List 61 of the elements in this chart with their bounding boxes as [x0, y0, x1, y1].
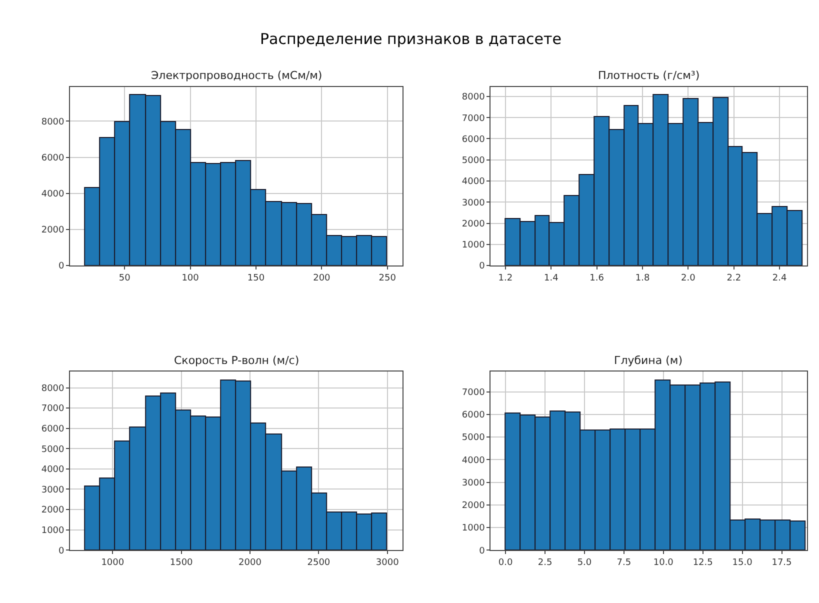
x-tick-label: 1.6 — [590, 273, 604, 284]
chart-title: Электропроводность (мСм/м) — [151, 69, 322, 82]
x-tick-label: 1.8 — [635, 273, 650, 284]
y-tick-label: 0 — [479, 262, 486, 272]
y-tick-label: 6000 — [41, 153, 65, 164]
x-tick-label: 2.2 — [726, 273, 742, 284]
y-tick-label: 0 — [479, 546, 486, 556]
y-tick-label: 2000 — [462, 501, 486, 512]
y-tick-label: 5000 — [41, 444, 65, 455]
x-tick-label: 3000 — [376, 558, 400, 568]
text: Распределение признаков в датасете — [260, 30, 562, 48]
y-tick-label: 4000 — [462, 177, 486, 188]
x-tick-label: 5.0 — [577, 558, 592, 568]
x-tick-label: 0.0 — [498, 558, 514, 568]
y-tick-label: 5000 — [462, 433, 486, 444]
x-tick-label: 2.4 — [772, 273, 788, 284]
y-tick-label: 2000 — [41, 226, 65, 236]
x-tick-label: 1000 — [101, 558, 124, 568]
y-tick-label: 6000 — [462, 134, 486, 145]
x-tick-label: 100 — [182, 273, 200, 284]
x-tick-label: 10.0 — [653, 558, 674, 568]
x-tick-label: 15.0 — [732, 558, 753, 568]
y-tick-label: 6000 — [462, 410, 486, 421]
y-tick-label: 5000 — [462, 156, 486, 166]
x-tick-label: 17.5 — [772, 558, 792, 568]
y-tick-label: 7000 — [462, 114, 486, 124]
y-tick-label: 3000 — [462, 478, 486, 488]
y-tick-label: 8000 — [41, 384, 65, 394]
x-tick-label: 1.4 — [544, 273, 559, 284]
y-tick-label: 0 — [58, 262, 65, 272]
y-tick-label: 7000 — [462, 388, 486, 398]
x-tick-label: 2.5 — [538, 558, 552, 568]
y-tick-label: 8000 — [462, 92, 486, 103]
chart-title: Глубина (м) — [614, 354, 682, 367]
y-tick-label: 4000 — [41, 190, 65, 200]
chart-title: Плотность (г/см³) — [598, 69, 700, 82]
x-tick-label: 2500 — [307, 558, 330, 568]
chart-title: Скорость P-волн (м/с) — [174, 354, 300, 367]
y-tick-label: 8000 — [41, 117, 65, 128]
x-tick-label: 150 — [247, 273, 265, 284]
x-tick-label: 250 — [378, 273, 396, 284]
y-tick-label: 0 — [58, 546, 65, 556]
y-tick-label: 3000 — [462, 198, 486, 208]
x-tick-label: 1500 — [170, 558, 194, 568]
y-tick-label: 7000 — [41, 404, 65, 414]
y-tick-label: 1000 — [462, 524, 486, 534]
x-tick-label: 7.5 — [616, 558, 632, 568]
x-tick-label: 2000 — [238, 558, 262, 568]
x-tick-label: 1.2 — [498, 273, 513, 284]
y-tick-label: 2000 — [462, 219, 486, 230]
y-tick-label: 2000 — [41, 506, 65, 516]
y-tick-label: 1000 — [462, 240, 486, 251]
x-tick-label: 12.5 — [692, 558, 713, 568]
x-tick-label: 200 — [313, 273, 331, 284]
x-tick-label: 50 — [118, 273, 131, 284]
y-tick-label: 3000 — [41, 485, 65, 496]
y-tick-label: 1000 — [41, 526, 65, 536]
y-tick-label: 4000 — [41, 465, 65, 476]
y-tick-label: 6000 — [41, 424, 65, 434]
y-tick-label: 4000 — [462, 456, 486, 466]
x-tick-label: 2.0 — [681, 273, 696, 284]
